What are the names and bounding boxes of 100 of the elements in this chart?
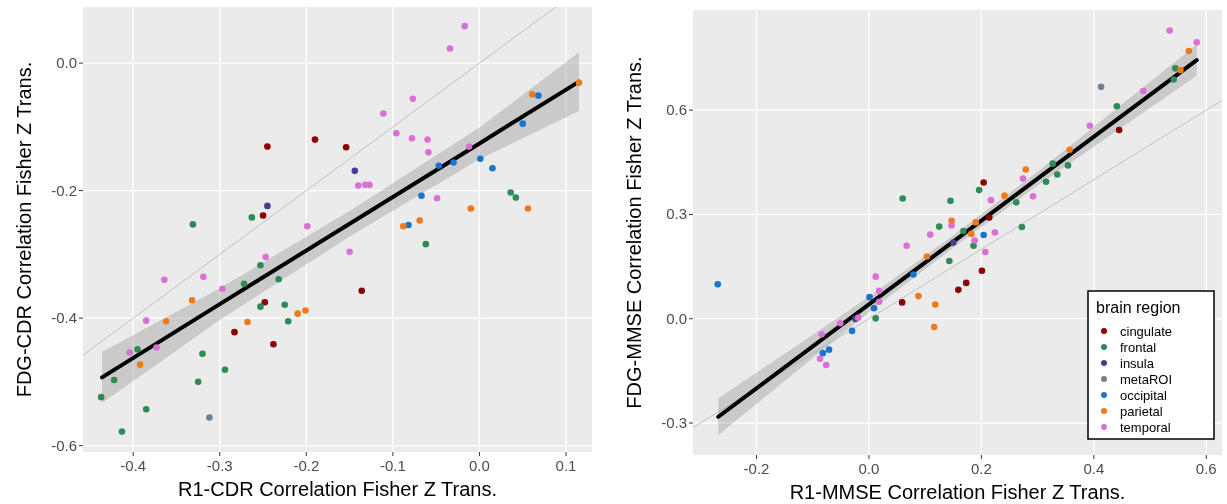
point bbox=[262, 253, 269, 261]
y-tick-label: 0.0 bbox=[56, 54, 77, 72]
point bbox=[284, 318, 292, 325]
point bbox=[446, 45, 454, 52]
point bbox=[915, 292, 922, 300]
point bbox=[270, 340, 277, 348]
y-axis-title: FDG-MMSE Correlation Fisher Z Trans. bbox=[623, 56, 645, 409]
point bbox=[987, 196, 995, 204]
point bbox=[189, 221, 197, 228]
point bbox=[535, 92, 542, 99]
x-tick-label: 0.6 bbox=[1195, 460, 1217, 477]
point bbox=[962, 279, 970, 287]
point bbox=[351, 167, 359, 175]
point bbox=[1086, 122, 1094, 130]
point bbox=[935, 223, 943, 230]
point bbox=[424, 136, 431, 143]
y-tick-label: 0.6 bbox=[666, 101, 687, 119]
x-tick-label: -0.2 bbox=[743, 460, 770, 477]
point bbox=[872, 315, 880, 322]
point bbox=[489, 165, 496, 172]
point bbox=[836, 319, 844, 327]
point bbox=[1042, 178, 1050, 186]
point bbox=[264, 143, 271, 150]
point bbox=[231, 328, 238, 336]
point bbox=[248, 214, 256, 221]
x-axis-title: R1-MMSE Correlation Fisher Z Trans. bbox=[789, 481, 1126, 503]
point bbox=[1170, 76, 1177, 83]
legend-label: frontal bbox=[1120, 340, 1157, 355]
point bbox=[524, 205, 532, 212]
y-tick-label: -0.2 bbox=[51, 181, 77, 199]
point bbox=[199, 350, 206, 358]
point bbox=[162, 318, 170, 325]
legend-label: insula bbox=[1120, 356, 1155, 371]
legend-label: occipital bbox=[1120, 388, 1168, 403]
point bbox=[930, 323, 938, 331]
point bbox=[136, 361, 144, 368]
point bbox=[507, 189, 514, 196]
point bbox=[972, 219, 980, 226]
point bbox=[1053, 171, 1061, 178]
point bbox=[819, 349, 827, 357]
point bbox=[1115, 126, 1123, 134]
x-tick-label: 0.2 bbox=[970, 460, 992, 477]
point bbox=[1166, 27, 1174, 34]
point bbox=[161, 276, 168, 284]
point bbox=[221, 366, 229, 374]
point bbox=[354, 182, 362, 189]
point bbox=[875, 287, 883, 295]
point bbox=[848, 327, 856, 335]
point bbox=[866, 293, 873, 301]
point bbox=[425, 149, 432, 156]
point bbox=[118, 428, 126, 435]
x-tick-label: -0.2 bbox=[293, 457, 320, 474]
point bbox=[978, 267, 986, 275]
point bbox=[822, 361, 830, 369]
point bbox=[418, 192, 425, 200]
point bbox=[903, 242, 910, 250]
point bbox=[358, 287, 366, 294]
x-tick-label: -0.4 bbox=[120, 457, 147, 474]
point bbox=[281, 301, 288, 309]
point bbox=[188, 296, 196, 304]
point bbox=[294, 310, 301, 317]
y-tick-label: 0.3 bbox=[666, 205, 687, 223]
point bbox=[1019, 175, 1027, 182]
point bbox=[960, 227, 967, 235]
point bbox=[899, 195, 906, 202]
point bbox=[875, 298, 883, 305]
legend-title: brain region bbox=[1096, 299, 1181, 316]
point bbox=[465, 143, 473, 150]
point bbox=[275, 275, 282, 283]
point bbox=[1064, 162, 1072, 169]
point bbox=[393, 129, 400, 137]
point bbox=[1012, 198, 1020, 206]
point bbox=[303, 223, 311, 230]
point bbox=[931, 301, 939, 308]
point bbox=[1140, 87, 1147, 95]
point bbox=[898, 299, 906, 306]
point bbox=[519, 120, 527, 127]
point bbox=[982, 248, 989, 256]
point bbox=[971, 237, 978, 244]
y-tick-label: -0.6 bbox=[51, 436, 77, 454]
point bbox=[980, 231, 987, 239]
point bbox=[947, 197, 954, 205]
point bbox=[134, 346, 141, 353]
point bbox=[259, 212, 267, 219]
point bbox=[342, 143, 350, 151]
point bbox=[408, 135, 416, 142]
point bbox=[380, 110, 387, 117]
y-tick-label: -0.3 bbox=[661, 414, 687, 432]
point bbox=[311, 136, 319, 143]
point bbox=[1113, 103, 1121, 110]
point bbox=[142, 317, 150, 324]
point bbox=[194, 378, 202, 386]
legend-label: cingulate bbox=[1120, 324, 1173, 339]
point bbox=[946, 257, 953, 265]
point bbox=[1066, 146, 1073, 154]
point bbox=[1177, 66, 1184, 74]
point bbox=[142, 405, 150, 413]
point bbox=[461, 22, 469, 30]
point bbox=[153, 344, 160, 351]
point bbox=[366, 181, 373, 189]
